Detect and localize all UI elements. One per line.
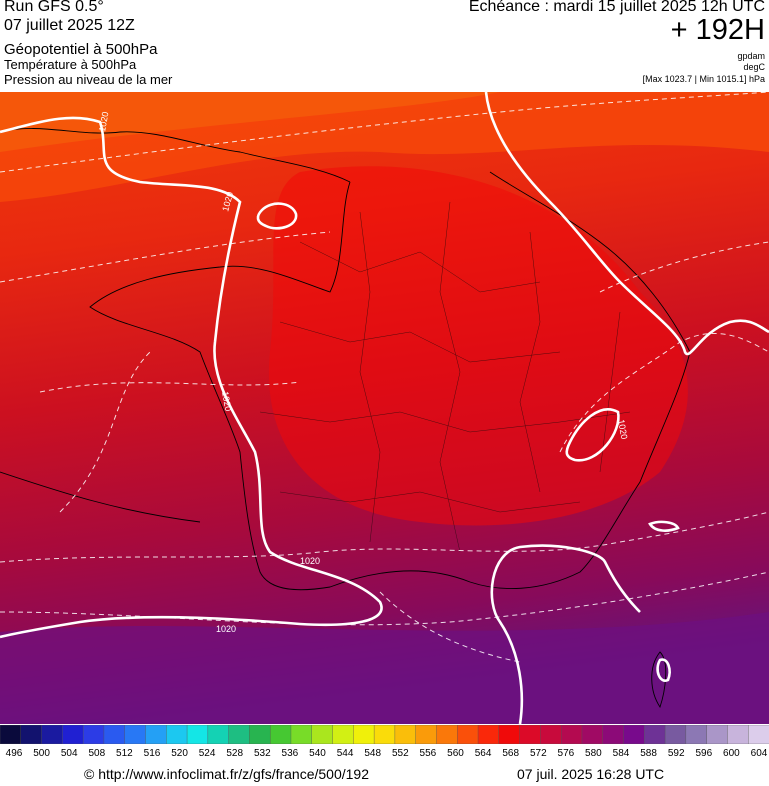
scale-swatch — [186, 724, 209, 745]
unit-gpdam: gpdam — [737, 51, 765, 61]
scale-swatch — [82, 724, 105, 745]
lead-time: + 192H — [670, 14, 765, 46]
scale-swatch — [332, 724, 355, 745]
scale-swatch — [748, 724, 769, 745]
run-date: 07 juillet 2025 12Z — [4, 17, 135, 34]
unit-degc: degC — [743, 62, 765, 72]
scale-tick-label: 496 — [5, 748, 23, 759]
generated-time: 07 juil. 2025 16:28 UTC — [517, 766, 665, 782]
scale-tick-label: 504 — [60, 748, 78, 759]
scale-swatch — [20, 724, 43, 745]
scale-swatch — [560, 724, 583, 745]
scale-swatch — [706, 724, 729, 745]
map-canvas: 1020 1020 1020 1020 1020 1020 — [0, 92, 769, 724]
scale-swatch — [623, 724, 645, 745]
color-scale — [0, 724, 769, 745]
scale-swatch — [145, 724, 167, 745]
scale-swatch — [207, 724, 230, 745]
scale-tick-label: 548 — [364, 748, 382, 759]
scale-swatch — [664, 724, 687, 745]
scale-tick-label: 572 — [529, 748, 547, 759]
scale-swatch — [457, 724, 479, 745]
scale-swatch — [103, 724, 126, 745]
scale-tick-label: 520 — [171, 748, 188, 759]
color-scale-ticks: 496 500 504 508 512 516 520 524 528 532 536 540 544 5… — [0, 748, 769, 762]
scale-swatch — [477, 724, 500, 745]
scale-swatch — [540, 724, 562, 745]
scale-tick-label: 508 — [88, 748, 106, 759]
scale-swatch — [62, 724, 84, 745]
scale-tick-label: 600 — [723, 748, 740, 759]
isobar-label-6: 1020 — [616, 419, 629, 440]
scale-tick-label: 568 — [502, 748, 520, 759]
color-scale-bar — [0, 724, 769, 745]
scale-tick-label: 592 — [667, 748, 685, 759]
scale-swatch — [644, 724, 666, 745]
scale-swatch — [498, 724, 521, 745]
scale-swatch — [415, 724, 438, 745]
isobar-label-3: 1020 — [220, 391, 233, 412]
scale-tick-label: 576 — [557, 748, 575, 759]
layer-pressure: Pression au niveau de la mer — [4, 72, 173, 87]
scale-swatch — [602, 724, 625, 745]
scale-tick-label: 512 — [116, 748, 133, 759]
scale-tick-label: 564 — [474, 748, 492, 759]
warm-band-north — [0, 92, 500, 152]
hot-core — [268, 166, 688, 526]
scale-tick-label: 516 — [143, 748, 161, 759]
source-url[interactable]: © http://www.infoclimat.fr/z/gfs/france/… — [84, 766, 369, 782]
scale-tick-label: 596 — [695, 748, 713, 759]
scale-swatch — [311, 724, 334, 745]
forecast-time: Echéance : mardi 15 juillet 2025 12h UTC — [468, 0, 765, 15]
cool-band-south — [0, 612, 769, 724]
scale-swatch — [519, 724, 542, 745]
scale-swatch — [228, 724, 251, 745]
scale-swatch — [124, 724, 147, 745]
admin-borders — [259, 201, 631, 553]
scale-swatch — [394, 724, 417, 745]
scale-swatch — [166, 724, 188, 745]
scale-swatch — [436, 724, 458, 745]
scale-swatch — [373, 724, 396, 745]
isobars — [0, 92, 769, 724]
scale-tick-label: 584 — [612, 748, 630, 759]
scale-tick-label: 588 — [640, 748, 657, 759]
layer-temperature: Température à 500hPa — [4, 57, 137, 72]
isobar-label-4: 1020 — [300, 556, 320, 566]
map-header: Run GFS 0.5° 07 juillet 2025 12Z Géopote… — [0, 0, 769, 92]
scale-tick-label: 536 — [281, 748, 299, 759]
scale-swatch — [353, 724, 375, 745]
scale-swatch — [581, 724, 604, 745]
scale-tick-label: 500 — [33, 748, 50, 759]
weather-map: 1020 1020 1020 1020 1020 1020 — [0, 92, 769, 724]
scale-tick-label: 528 — [226, 748, 244, 759]
pressure-minmax: [Max 1023.7 | Min 1015.1] hPa — [642, 74, 765, 84]
scale-swatch — [269, 724, 292, 745]
scale-tick-label: 560 — [447, 748, 464, 759]
scale-swatch — [249, 724, 271, 745]
scale-swatch — [290, 724, 313, 745]
scale-tick-label: 604 — [750, 748, 768, 759]
scale-swatch — [727, 724, 749, 745]
scale-tick-label: 544 — [336, 748, 354, 759]
scale-swatch — [685, 724, 708, 745]
temperature-isolines — [0, 92, 769, 663]
scale-tick-label: 540 — [309, 748, 326, 759]
scale-swatch — [0, 724, 22, 745]
isobar-label-1: 1020 — [97, 111, 110, 132]
scale-tick-label: 556 — [419, 748, 437, 759]
layer-geopotential: Géopotentiel à 500hPa — [4, 41, 158, 58]
scale-tick-label: 532 — [253, 748, 271, 759]
scale-swatch — [41, 724, 64, 745]
isobar-label-5: 1020 — [216, 624, 236, 634]
run-title: Run GFS 0.5° — [4, 0, 104, 15]
scale-tick-label: 580 — [585, 748, 602, 759]
scale-tick-label: 524 — [198, 748, 216, 759]
scale-tick-label: 552 — [391, 748, 409, 759]
